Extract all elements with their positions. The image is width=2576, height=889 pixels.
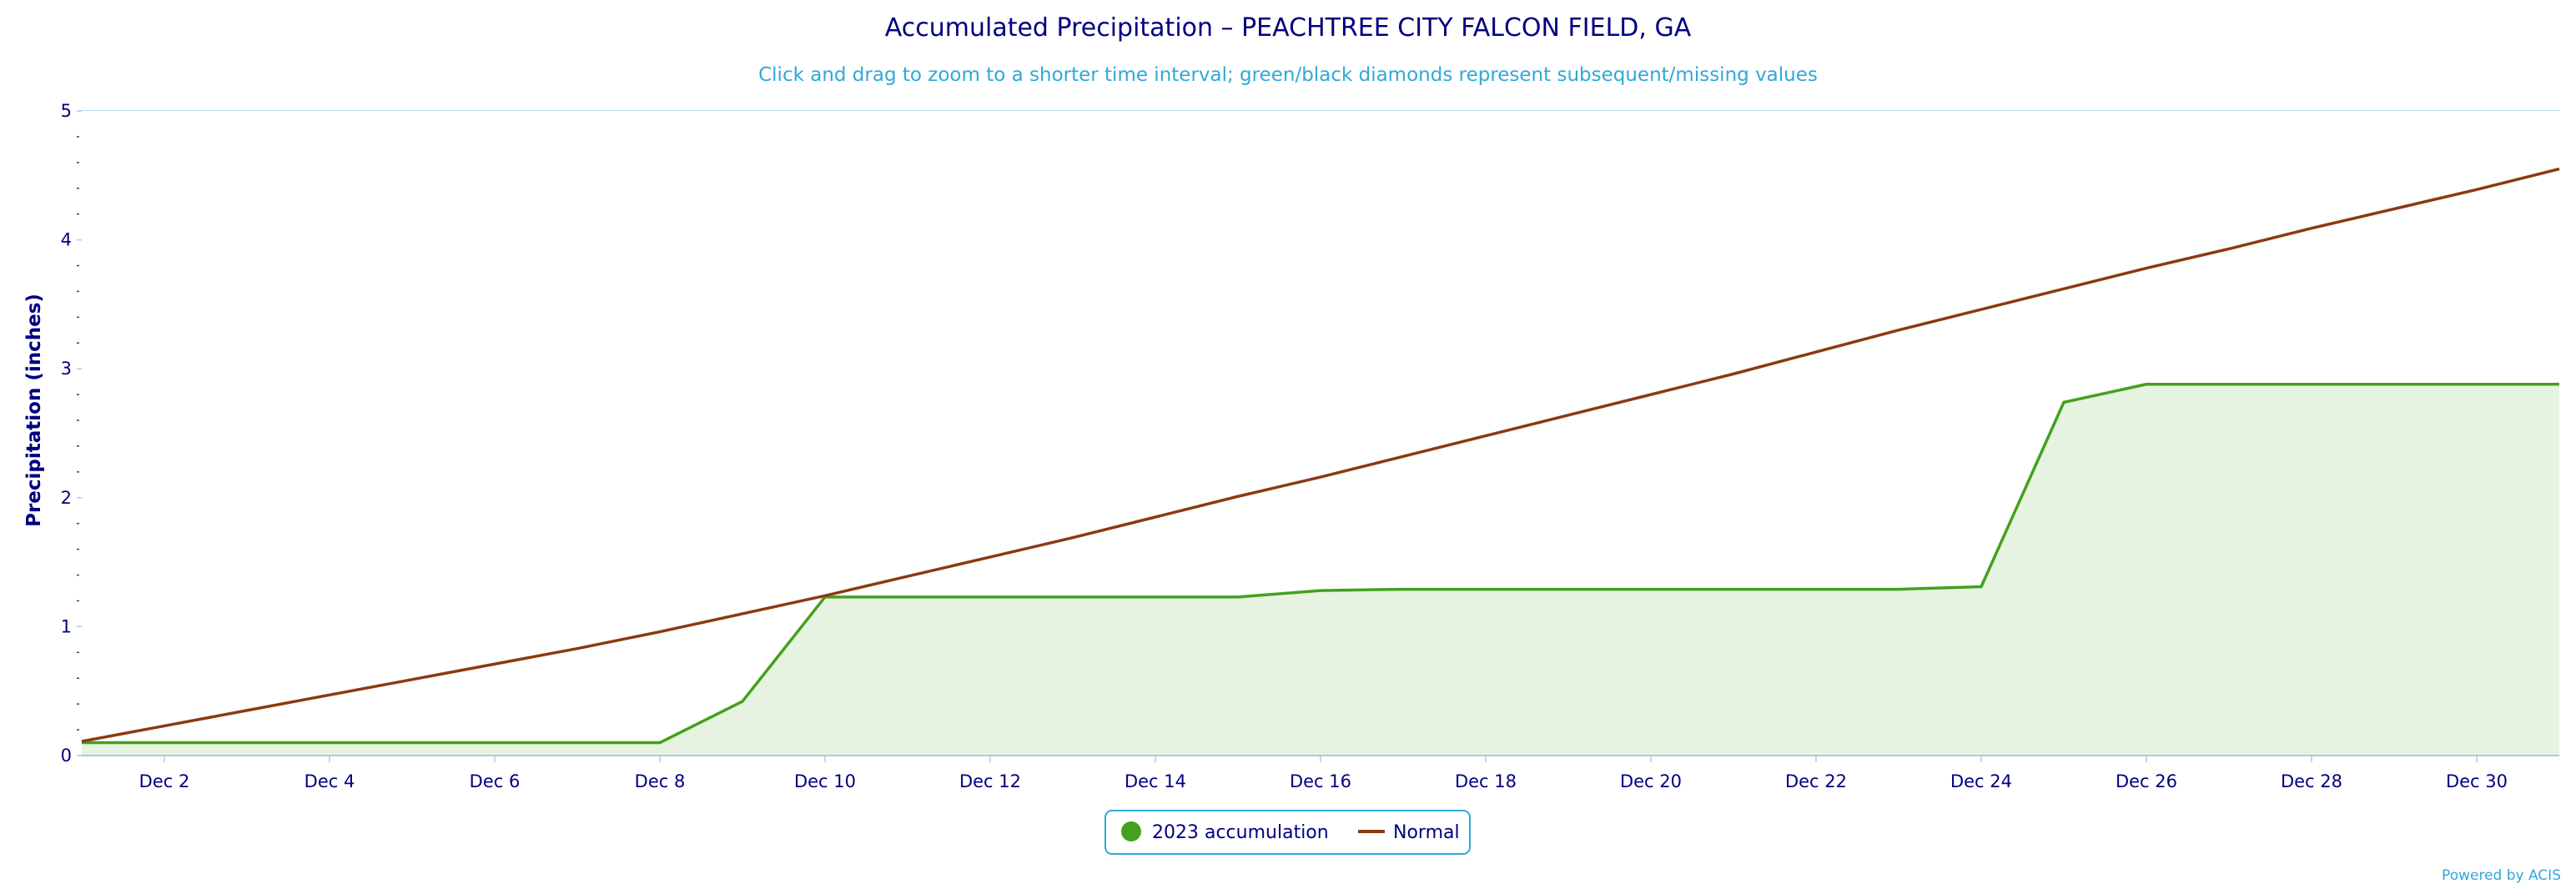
data-point-normal[interactable] bbox=[490, 659, 500, 669]
legend-swatch-2023-accumulation bbox=[1121, 821, 1141, 841]
data-point-normal[interactable] bbox=[1894, 325, 1904, 335]
x-tick-label: Dec 26 bbox=[2116, 771, 2177, 791]
data-point-2023-accumulation[interactable] bbox=[2307, 379, 2317, 389]
data-point-2023-accumulation[interactable] bbox=[2059, 397, 2069, 407]
data-point-2023-accumulation[interactable] bbox=[1068, 592, 1078, 602]
data-point-normal[interactable] bbox=[2472, 184, 2482, 194]
data-point-normal[interactable] bbox=[2554, 164, 2564, 174]
data-point-normal[interactable] bbox=[737, 609, 747, 619]
x-tick-label: Dec 20 bbox=[1620, 771, 1682, 791]
legend-item-2023-accumulation[interactable]: 2023 accumulation bbox=[1121, 821, 1329, 843]
data-point-normal[interactable] bbox=[1811, 347, 1821, 357]
x-tick-label: Dec 6 bbox=[470, 771, 521, 791]
data-point-normal[interactable] bbox=[1976, 304, 1986, 314]
data-point-2023-accumulation[interactable] bbox=[1646, 585, 1656, 595]
data-point-normal[interactable] bbox=[242, 706, 252, 716]
y-tick-label: 3 bbox=[61, 359, 72, 379]
data-point-normal[interactable] bbox=[903, 571, 913, 581]
data-point-normal[interactable] bbox=[2307, 224, 2317, 234]
y-axis-label: Precipitation (inches) bbox=[23, 294, 45, 527]
y-tick-label: 1 bbox=[61, 616, 72, 636]
data-point-normal[interactable] bbox=[1316, 472, 1326, 482]
y-tick-label: 4 bbox=[61, 230, 72, 250]
data-point-2023-accumulation[interactable] bbox=[490, 738, 500, 748]
data-point-2023-accumulation[interactable] bbox=[1976, 581, 1986, 591]
y-tick-label: 5 bbox=[61, 101, 72, 121]
data-point-2023-accumulation[interactable] bbox=[655, 738, 665, 748]
x-tick-label: Dec 30 bbox=[2446, 771, 2508, 791]
data-point-2023-accumulation[interactable] bbox=[2141, 379, 2151, 389]
data-point-2023-accumulation[interactable] bbox=[2554, 379, 2564, 389]
data-point-normal[interactable] bbox=[572, 644, 582, 654]
axes: 0 1 2 3 4 5 Dec 2 Dec 4 Dec 6 Dec 8 Dec 10 Dec 12 De… bbox=[61, 101, 2559, 791]
legend-label-2023-accumulation: 2023 accumulation bbox=[1152, 822, 1329, 843]
legend: 2023 accumulation Normal bbox=[1104, 810, 1471, 855]
data-point-normal[interactable] bbox=[325, 690, 335, 700]
chart-title: Accumulated Precipitation – PEACHTREE CI… bbox=[885, 13, 1692, 43]
data-point-2023-accumulation[interactable] bbox=[159, 738, 169, 748]
data-point-normal[interactable] bbox=[1563, 410, 1573, 420]
data-point-2023-accumulation[interactable] bbox=[572, 738, 582, 748]
x-tick-label: Dec 24 bbox=[1950, 771, 2012, 791]
data-point-normal[interactable] bbox=[2224, 244, 2234, 254]
data-point-2023-accumulation[interactable] bbox=[407, 738, 417, 748]
series-line-normal bbox=[81, 167, 2560, 743]
data-point-normal[interactable] bbox=[1398, 451, 1408, 461]
data-point-2023-accumulation[interactable] bbox=[1316, 585, 1326, 595]
data-point-normal[interactable] bbox=[2141, 264, 2151, 274]
x-tick-label: Dec 28 bbox=[2281, 771, 2342, 791]
chart-subtitle: Click and drag to zoom to a shorter time… bbox=[758, 64, 1818, 86]
data-point-normal[interactable] bbox=[2389, 203, 2399, 213]
data-point-normal[interactable] bbox=[77, 736, 87, 746]
data-point-2023-accumulation[interactable] bbox=[1811, 585, 1821, 595]
x-tick-label: Dec 14 bbox=[1124, 771, 1186, 791]
data-point-2023-accumulation[interactable] bbox=[1481, 585, 1491, 595]
x-tick-label: Dec 10 bbox=[794, 771, 856, 791]
x-tick-label: Dec 18 bbox=[1455, 771, 1517, 791]
x-tick-label: Dec 12 bbox=[959, 771, 1021, 791]
data-point-normal[interactable] bbox=[1068, 533, 1078, 543]
data-point-normal[interactable] bbox=[159, 721, 169, 731]
data-point-2023-accumulation[interactable] bbox=[737, 696, 747, 706]
data-point-normal[interactable] bbox=[407, 675, 417, 685]
legend-item-normal[interactable]: Normal bbox=[1358, 822, 1460, 843]
data-point-normal[interactable] bbox=[820, 590, 830, 600]
data-point-2023-accumulation[interactable] bbox=[242, 738, 252, 748]
data-point-normal[interactable] bbox=[1481, 431, 1491, 441]
legend-box bbox=[1104, 810, 1471, 855]
data-point-2023-accumulation[interactable] bbox=[325, 738, 335, 748]
x-tick-label: Dec 22 bbox=[1785, 771, 1847, 791]
legend-label-normal: Normal bbox=[1393, 822, 1460, 843]
data-point-normal[interactable] bbox=[1150, 512, 1160, 522]
credit-link[interactable]: Powered by ACIS bbox=[2442, 867, 2561, 884]
x-tick-label: Dec 2 bbox=[139, 771, 190, 791]
series-layer bbox=[77, 164, 2564, 756]
data-point-2023-accumulation[interactable] bbox=[1233, 592, 1243, 602]
data-point-2023-accumulation[interactable] bbox=[1894, 585, 1904, 595]
data-point-2023-accumulation[interactable] bbox=[985, 592, 995, 602]
data-point-normal[interactable] bbox=[1233, 491, 1243, 501]
data-point-2023-accumulation[interactable] bbox=[2224, 379, 2234, 389]
x-tick-label: Dec 4 bbox=[304, 771, 355, 791]
data-point-normal[interactable] bbox=[1646, 389, 1656, 399]
data-point-normal[interactable] bbox=[655, 627, 665, 637]
series-area-2023-accumulation bbox=[82, 384, 2559, 756]
data-point-2023-accumulation[interactable] bbox=[2472, 379, 2482, 389]
y-tick-label: 2 bbox=[61, 488, 72, 508]
data-point-normal[interactable] bbox=[2059, 284, 2069, 294]
data-point-2023-accumulation[interactable] bbox=[1150, 592, 1160, 602]
series-line-2023-accumulation bbox=[82, 383, 2559, 745]
data-point-2023-accumulation[interactable] bbox=[1728, 585, 1738, 595]
x-tick-label: Dec 8 bbox=[635, 771, 686, 791]
y-tick-label: 0 bbox=[61, 746, 72, 766]
data-point-2023-accumulation[interactable] bbox=[903, 592, 913, 602]
data-point-2023-accumulation[interactable] bbox=[2389, 379, 2399, 389]
data-point-2023-accumulation[interactable] bbox=[1398, 585, 1408, 595]
data-point-normal[interactable] bbox=[1728, 369, 1738, 379]
data-point-2023-accumulation[interactable] bbox=[1563, 585, 1573, 595]
data-point-normal[interactable] bbox=[985, 552, 995, 562]
x-tick-label: Dec 16 bbox=[1290, 771, 1351, 791]
